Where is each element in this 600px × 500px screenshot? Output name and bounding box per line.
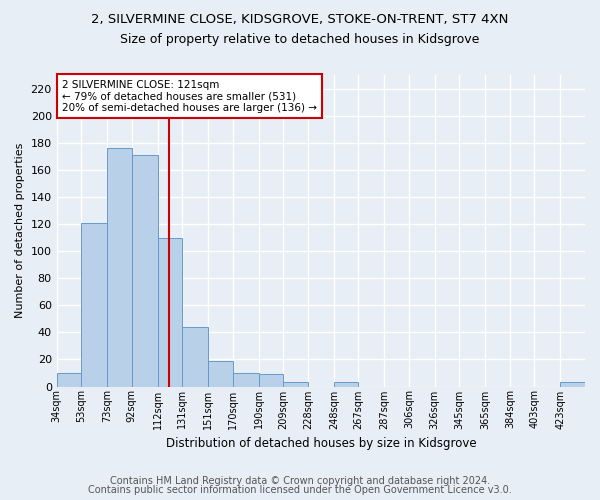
Bar [208,361,233,386]
Bar [158,238,182,386]
Bar [107,148,132,386]
X-axis label: Distribution of detached houses by size in Kidsgrove: Distribution of detached houses by size … [166,437,476,450]
Bar [132,155,158,386]
Bar [233,373,259,386]
Bar [283,382,308,386]
Bar [259,374,283,386]
Bar [56,373,81,386]
Text: 2 SILVERMINE CLOSE: 121sqm
← 79% of detached houses are smaller (531)
20% of sem: 2 SILVERMINE CLOSE: 121sqm ← 79% of deta… [62,80,317,113]
Text: Contains public sector information licensed under the Open Government Licence v3: Contains public sector information licen… [88,485,512,495]
Y-axis label: Number of detached properties: Number of detached properties [15,143,25,318]
Text: Contains HM Land Registry data © Crown copyright and database right 2024.: Contains HM Land Registry data © Crown c… [110,476,490,486]
Text: 2, SILVERMINE CLOSE, KIDSGROVE, STOKE-ON-TRENT, ST7 4XN: 2, SILVERMINE CLOSE, KIDSGROVE, STOKE-ON… [91,12,509,26]
Bar [560,382,586,386]
Bar [334,382,358,386]
Bar [81,222,107,386]
Bar [182,327,208,386]
Text: Size of property relative to detached houses in Kidsgrove: Size of property relative to detached ho… [121,32,479,46]
